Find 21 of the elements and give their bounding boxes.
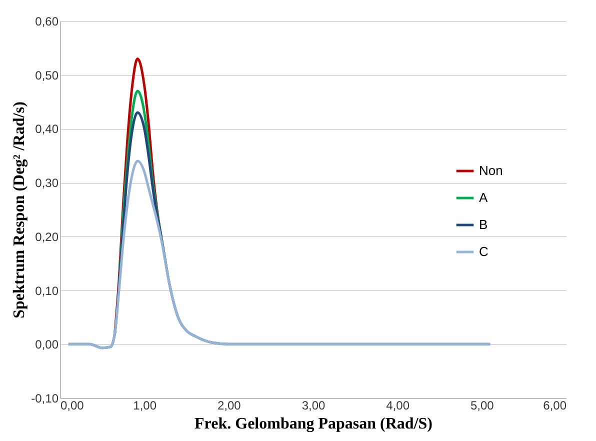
x-tick-label: 4,00 (386, 398, 410, 412)
x-tick-label: 2,00 (217, 398, 242, 412)
x-tick-label: 1,00 (133, 398, 157, 412)
x-tick-label: 6,00 (543, 398, 567, 412)
y-tick-label: -0,10 (31, 392, 59, 406)
x-tick-label: 0,00 (60, 398, 84, 412)
y-tick-label: 0,40 (35, 122, 59, 136)
y-tick-label: 0,60 (35, 14, 59, 28)
legend-label: C (479, 244, 488, 259)
x-tick-label: 3,00 (302, 398, 326, 412)
y-tick-label: 0,50 (35, 68, 59, 82)
y-tick-label: 0,20 (35, 230, 59, 244)
y-tick-label: 0,30 (35, 176, 59, 190)
y-tick-label: 0,00 (35, 338, 59, 352)
y-tick-label: 0,10 (35, 284, 59, 298)
x-axis-title: Frek. Gelombang Papasan (Rad/S) (194, 416, 432, 432)
x-tick-label: 5,00 (470, 398, 494, 412)
y-axis-title: Spektrum Respon (Deg² /Rad/s) (11, 102, 28, 318)
legend-label: B (479, 217, 488, 232)
legend-label: Non (479, 163, 503, 178)
legend-label: A (479, 190, 488, 205)
